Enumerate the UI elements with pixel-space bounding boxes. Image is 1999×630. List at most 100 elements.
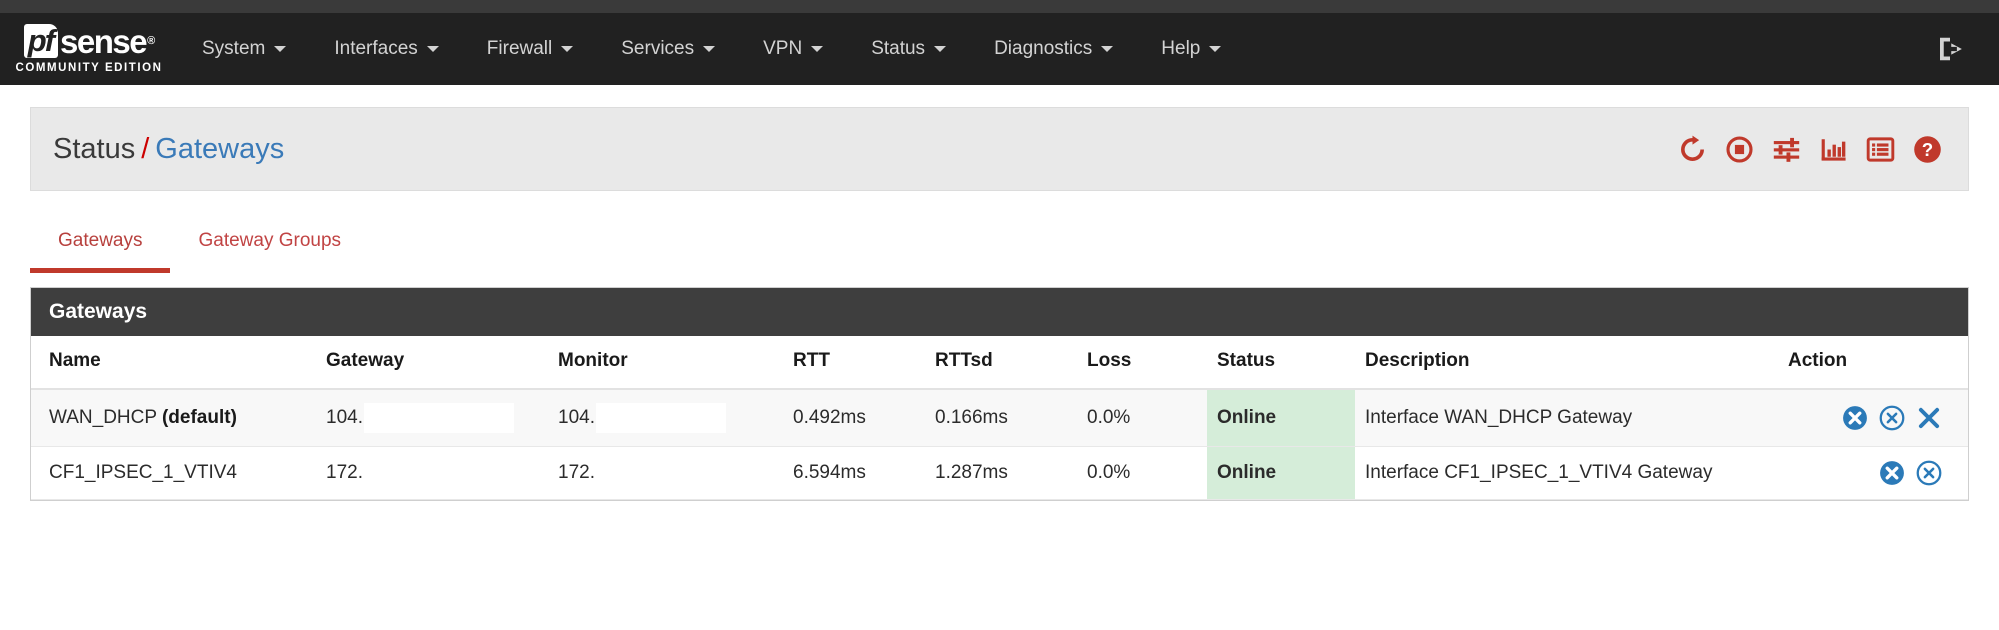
cell-actions xyxy=(1778,446,1968,500)
cell-gateway: 104. xyxy=(316,389,548,447)
cell-loss: 0.0% xyxy=(1077,389,1207,447)
nav-label: Status xyxy=(871,38,926,59)
nav-item-status[interactable]: Status xyxy=(847,13,970,85)
page-header-panel: Status / Gateways xyxy=(30,107,1969,191)
row-action-group xyxy=(1788,405,1942,431)
default-badge: (default) xyxy=(161,407,237,428)
cell-name: WAN_DHCP (default) xyxy=(31,389,316,447)
nav-item-firewall[interactable]: Firewall xyxy=(463,13,597,85)
chevron-down-icon xyxy=(561,46,574,52)
tab-bar: Gateways Gateway Groups xyxy=(0,217,1999,273)
panel-title: Gateways xyxy=(31,288,1968,336)
cell-rtt: 6.594ms xyxy=(783,446,925,500)
cell-rttsd: 1.287ms xyxy=(925,446,1077,500)
cell-actions xyxy=(1778,389,1968,447)
column-header-rttsd[interactable]: RTTsd xyxy=(925,336,1077,390)
nav-label: Services xyxy=(621,38,695,59)
nav-item-system[interactable]: System xyxy=(178,13,310,85)
pfsense-logo[interactable]: pf sense ® COMMUNITY EDITION xyxy=(0,13,178,85)
redaction-box xyxy=(595,403,726,433)
chevron-down-icon xyxy=(811,46,824,52)
x-icon[interactable] xyxy=(1916,405,1942,431)
svg-text:?: ? xyxy=(1922,139,1933,160)
monitor-address: 172. xyxy=(558,462,595,483)
breadcrumb-separator: / xyxy=(141,132,150,165)
navbar-right xyxy=(1935,34,1999,64)
circle-x-filled-icon[interactable] xyxy=(1879,460,1905,486)
chevron-down-icon xyxy=(426,46,439,52)
cell-description: Interface CF1_IPSEC_1_VTIV4 Gateway xyxy=(1355,446,1778,500)
nav-label: VPN xyxy=(763,38,803,59)
sliders-icon[interactable] xyxy=(1772,135,1801,164)
circle-x-filled-icon[interactable] xyxy=(1842,405,1868,431)
nav-item-help[interactable]: Help xyxy=(1137,13,1245,85)
nav-item-services[interactable]: Services xyxy=(597,13,739,85)
nav-label: Interfaces xyxy=(334,38,418,59)
nav-label: System xyxy=(202,38,266,59)
cell-description: Interface WAN_DHCP Gateway xyxy=(1355,389,1778,447)
chevron-down-icon xyxy=(1209,46,1222,52)
gateway-address: 104. xyxy=(326,407,363,429)
nav-item-vpn[interactable]: VPN xyxy=(739,13,847,85)
tab-gateways[interactable]: Gateways xyxy=(30,230,171,273)
status-badge: Online xyxy=(1207,446,1355,500)
table-header-row: Name Gateway Monitor RTT RTTsd Loss Stat… xyxy=(31,336,1968,390)
nav-label: Diagnostics xyxy=(994,38,1093,59)
table-body: WAN_DHCP (default) 104. 104. 0.492ms 0.1… xyxy=(31,389,1968,500)
cell-rttsd: 0.166ms xyxy=(925,389,1077,447)
row-action-group xyxy=(1788,460,1942,486)
logout-icon[interactable] xyxy=(1935,34,1965,64)
cell-rtt: 0.492ms xyxy=(783,389,925,447)
chevron-down-icon xyxy=(934,46,947,52)
column-header-monitor[interactable]: Monitor xyxy=(548,336,783,390)
table-row[interactable]: WAN_DHCP (default) 104. 104. 0.492ms 0.1… xyxy=(31,389,1968,447)
column-header-action: Action xyxy=(1778,336,1968,390)
cell-name: CF1_IPSEC_1_VTIV4 xyxy=(31,446,316,500)
chevron-down-icon xyxy=(274,46,287,52)
cell-gateway: 172. xyxy=(316,446,548,500)
brand-logo-text: pf sense ® xyxy=(23,22,155,60)
chevron-down-icon xyxy=(703,46,716,52)
breadcrumb-current: Gateways xyxy=(155,132,285,165)
help-icon[interactable]: ? xyxy=(1913,135,1942,164)
column-header-loss[interactable]: Loss xyxy=(1077,336,1207,390)
nav-item-diagnostics[interactable]: Diagnostics xyxy=(970,13,1137,85)
status-badge: Online xyxy=(1207,389,1355,447)
bar-chart-icon[interactable] xyxy=(1819,135,1848,164)
tab-gateway-groups[interactable]: Gateway Groups xyxy=(198,230,342,251)
gateways-panel: Gateways Name Gateway Monitor RTT RTTsd … xyxy=(30,287,1969,501)
column-header-gateway[interactable]: Gateway xyxy=(316,336,548,390)
refresh-icon[interactable] xyxy=(1678,135,1707,164)
window-top-strip xyxy=(0,0,1999,13)
list-icon[interactable] xyxy=(1866,135,1895,164)
chevron-down-icon xyxy=(1101,46,1114,52)
navbar-menu: System Interfaces Firewall Services VPN … xyxy=(178,13,1935,85)
brand-subtitle: COMMUNITY EDITION xyxy=(15,62,163,74)
table-row[interactable]: CF1_IPSEC_1_VTIV4 172. 172. 6.594ms 1.28… xyxy=(31,446,1968,500)
column-header-description[interactable]: Description xyxy=(1355,336,1778,390)
breadcrumb: Status / Gateways xyxy=(53,133,284,166)
column-header-status[interactable]: Status xyxy=(1207,336,1355,390)
nav-item-interfaces[interactable]: Interfaces xyxy=(310,13,462,85)
nav-label: Help xyxy=(1161,38,1201,59)
circle-x-outline-icon[interactable] xyxy=(1879,405,1905,431)
nav-label: Firewall xyxy=(486,38,553,59)
cell-monitor: 104. xyxy=(548,389,783,447)
brand-sense-text: sense xyxy=(60,22,148,60)
main-navbar: pf sense ® COMMUNITY EDITION System Interf… xyxy=(0,13,1999,85)
registered-mark: ® xyxy=(147,34,155,47)
redaction-box xyxy=(363,403,514,433)
gateway-address: 172. xyxy=(326,462,363,483)
page-header-wrapper: Status / Gateways xyxy=(0,85,1999,191)
circle-x-outline-icon[interactable] xyxy=(1916,460,1942,486)
cell-monitor: 172. xyxy=(548,446,783,500)
pause-stop-icon[interactable] xyxy=(1725,135,1754,164)
gateway-name: CF1_IPSEC_1_VTIV4 xyxy=(49,462,237,483)
column-header-name[interactable]: Name xyxy=(31,336,316,390)
breadcrumb-parent[interactable]: Status xyxy=(53,132,136,165)
gateways-table: Name Gateway Monitor RTT RTTsd Loss Stat… xyxy=(31,336,1968,500)
brand-pf-mark: pf xyxy=(23,24,59,58)
table-head: Name Gateway Monitor RTT RTTsd Loss Stat… xyxy=(31,336,1968,390)
column-header-rtt[interactable]: RTT xyxy=(783,336,925,390)
panel-wrapper: Gateways Name Gateway Monitor RTT RTTsd … xyxy=(0,287,1999,501)
